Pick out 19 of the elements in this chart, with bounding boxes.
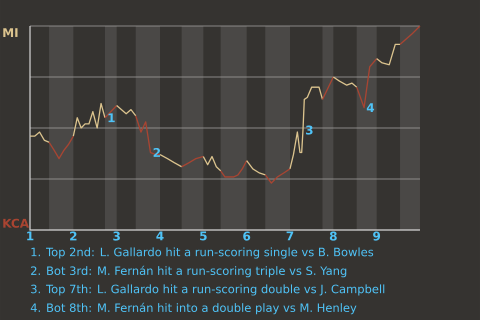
x-tick-label: 9 <box>373 232 380 241</box>
x-tick-label: 8 <box>330 232 337 241</box>
x-tick-label: 5 <box>200 232 207 240</box>
x-tick-label: 4 <box>156 232 164 240</box>
x-tick-label: 3 <box>113 232 120 241</box>
x-tick-label: 7 <box>286 232 294 240</box>
text: MI <box>3 28 18 37</box>
annotation: 2 <box>154 148 160 157</box>
text: 1. Top 2nd: L. Gallardo hit a run-scoring single vs B. Bowles <box>31 247 374 259</box>
text: 4. Bot 8th: M. Fernán hit into a double play vs M. Henley <box>30 302 356 314</box>
x-tick-label: 1 <box>27 232 34 240</box>
text: 3. Top 7th: L. Gallardo hit a run-scoring double vs J. Campbell <box>31 284 384 296</box>
x-tick-label: 6 <box>243 232 250 241</box>
annotation: 3 <box>306 125 313 135</box>
x-tick-label: 2 <box>70 232 76 240</box>
text: 2. Bot 3rd: M. Fernán hit a run-scoring triple vs S. Yang <box>31 266 346 278</box>
text: KCA <box>3 218 30 228</box>
annotation: 1 <box>108 113 115 122</box>
annotation: 4 <box>366 103 374 112</box>
